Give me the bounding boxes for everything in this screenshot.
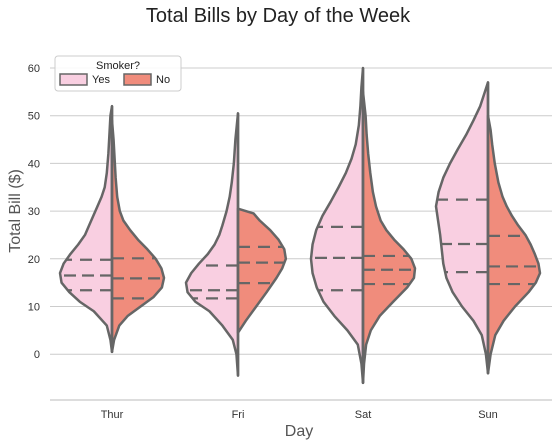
y-tick-label: 60 [28,63,40,75]
violin-yes-fri [184,112,240,377]
legend-swatch-no [123,73,152,86]
x-tick-label: Sat [355,409,372,421]
y-tick-label: 20 [28,254,40,266]
x-tick-labels: Thur Fri Sat Sun [101,409,498,421]
legend: Smoker? Yes No [54,55,182,92]
violin-layer [58,66,542,385]
violin-yes-sat [309,66,365,385]
legend-label-yes: Yes [92,74,110,86]
y-tick-label: 50 [28,111,40,123]
y-tick-label: 30 [28,206,40,218]
y-tick-label: 10 [28,302,40,314]
violin-yes-thur [58,104,114,354]
y-tick-labels: 0 10 20 30 40 50 60 [28,63,40,361]
y-tick-label: 0 [34,349,40,361]
x-tick-label: Sun [478,409,498,421]
violin-no-fri [236,207,288,334]
legend-label-no: No [156,74,170,86]
y-tick-label: 40 [28,158,40,170]
x-tick-label: Fri [232,409,245,421]
x-tick-label: Thur [101,409,124,421]
y-axis-title: Total Bill ($) [7,169,24,253]
violin-no-sun [486,114,542,375]
chart-title: Total Bills by Day of the Week [146,5,411,27]
legend-title: Smoker? [96,60,140,72]
legend-swatch-yes [59,73,88,86]
violin-no-thur [110,119,166,354]
x-axis-title: Day [285,423,313,440]
violin-yes-sun [434,81,490,375]
violin-no-sat [361,90,417,385]
